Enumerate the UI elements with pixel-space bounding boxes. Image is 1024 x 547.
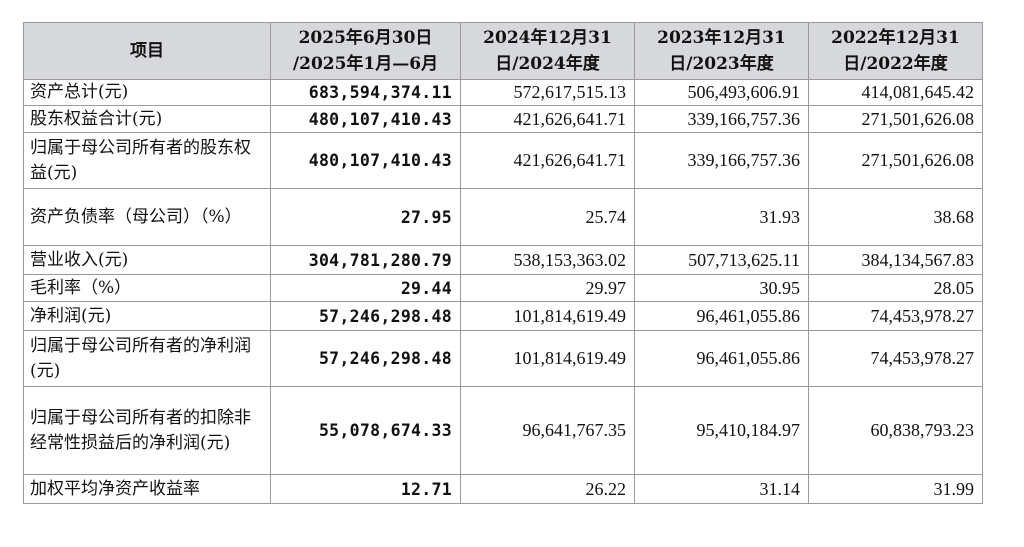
header-2023-line2: 日/2023年度 [669,54,774,74]
table-row: 股东权益合计(元) 480,107,410.43 421,626,641.71 … [23,105,983,133]
row-label: 净利润(元) [23,301,271,331]
row-label: 营业收入(元) [23,245,271,275]
row-label: 加权平均净资产收益率 [23,474,271,504]
cell-2024: 421,626,641.71 [460,132,635,189]
cell-2024: 538,153,363.02 [460,245,635,275]
cell-2023: 31.93 [634,188,809,246]
table-row: 毛利率（%） 29.44 29.97 30.95 28.05 [23,274,983,302]
table-row: 资产负债率（母公司）（%） 27.95 25.74 31.93 38.68 [23,188,983,246]
financial-table-container: 项目 2025年6月30日/2025年1月—6月 2024年12月31 日/202… [23,22,983,504]
cell-2023: 95,410,184.97 [634,386,809,475]
table-row: 资产总计(元) 683,594,374.11 572,617,515.13 50… [23,79,983,106]
header-2022-line2: 日/2022年度 [843,54,948,74]
cell-2023: 506,493,606.91 [634,79,809,106]
cell-2024: 101,814,619.49 [460,330,635,387]
header-2025-line1: 2025年6月30日 [298,28,433,48]
header-2025-line2: /2025年1月—6月 [292,54,439,74]
cell-2025: 57,246,298.48 [270,330,461,387]
cell-2025: 683,594,374.11 [270,79,461,106]
cell-2023: 507,713,625.11 [634,245,809,275]
header-item-label: 项目 [130,41,164,61]
row-label: 归属于母公司所有者的扣除非经常性损益后的净利润(元) [23,386,271,475]
row-label: 毛利率（%） [23,274,271,302]
table-row: 归属于母公司所有者的股东权益(元) 480,107,410.43 421,626… [23,132,983,189]
cell-2025: 12.71 [270,474,461,504]
row-label: 资产总计(元) [23,79,271,106]
financial-summary-table: 项目 2025年6月30日/2025年1月—6月 2024年12月31 日/202… [23,22,983,504]
cell-2023: 31.14 [634,474,809,504]
header-2022-line1: 2022年12月31 [831,28,960,48]
table-row: 净利润(元) 57,246,298.48 101,814,619.49 96,4… [23,301,983,331]
header-2023: 2023年12月31 日/2023年度 [634,22,809,80]
table-row: 营业收入(元) 304,781,280.79 538,153,363.02 50… [23,245,983,275]
cell-2025: 480,107,410.43 [270,132,461,189]
cell-2025: 304,781,280.79 [270,245,461,275]
cell-2023: 339,166,757.36 [634,132,809,189]
header-2023-line1: 2023年12月31 [657,28,786,48]
cell-2023: 96,461,055.86 [634,330,809,387]
cell-2024: 29.97 [460,274,635,302]
row-label: 归属于母公司所有者的股东权益(元) [23,132,271,189]
cell-2024: 421,626,641.71 [460,105,635,133]
cell-2022: 271,501,626.08 [808,132,983,189]
cell-2025: 480,107,410.43 [270,105,461,133]
cell-2023: 30.95 [634,274,809,302]
row-label: 股东权益合计(元) [23,105,271,133]
cell-2025: 57,246,298.48 [270,301,461,331]
cell-2022: 384,134,567.83 [808,245,983,275]
cell-2024: 26.22 [460,474,635,504]
cell-2025: 55,078,674.33 [270,386,461,475]
cell-2022: 60,838,793.23 [808,386,983,475]
cell-2024: 572,617,515.13 [460,79,635,106]
cell-2022: 31.99 [808,474,983,504]
cell-2022: 414,081,645.42 [808,79,983,106]
cell-2022: 74,453,978.27 [808,301,983,331]
header-2024-line2: 日/2024年度 [495,54,600,74]
cell-2022: 28.05 [808,274,983,302]
cell-2024: 101,814,619.49 [460,301,635,331]
header-2024-line1: 2024年12月31 [483,28,612,48]
cell-2023: 339,166,757.36 [634,105,809,133]
header-row: 项目 2025年6月30日/2025年1月—6月 2024年12月31 日/202… [23,22,983,80]
cell-2024: 25.74 [460,188,635,246]
header-2025: 2025年6月30日/2025年1月—6月 [270,22,461,80]
cell-2022: 38.68 [808,188,983,246]
header-item: 项目 [23,22,271,80]
table-row: 归属于母公司所有者的扣除非经常性损益后的净利润(元) 55,078,674.33… [23,386,983,475]
header-2024: 2024年12月31 日/2024年度 [460,22,635,80]
header-2022: 2022年12月31 日/2022年度 [808,22,983,80]
cell-2023: 96,461,055.86 [634,301,809,331]
table-row: 归属于母公司所有者的净利润(元) 57,246,298.48 101,814,6… [23,330,983,387]
cell-2022: 271,501,626.08 [808,105,983,133]
cell-2025: 29.44 [270,274,461,302]
table-row: 加权平均净资产收益率 12.71 26.22 31.14 31.99 [23,474,983,504]
row-label: 资产负债率（母公司）（%） [23,188,271,246]
row-label: 归属于母公司所有者的净利润(元) [23,330,271,387]
cell-2024: 96,641,767.35 [460,386,635,475]
cell-2025: 27.95 [270,188,461,246]
cell-2022: 74,453,978.27 [808,330,983,387]
